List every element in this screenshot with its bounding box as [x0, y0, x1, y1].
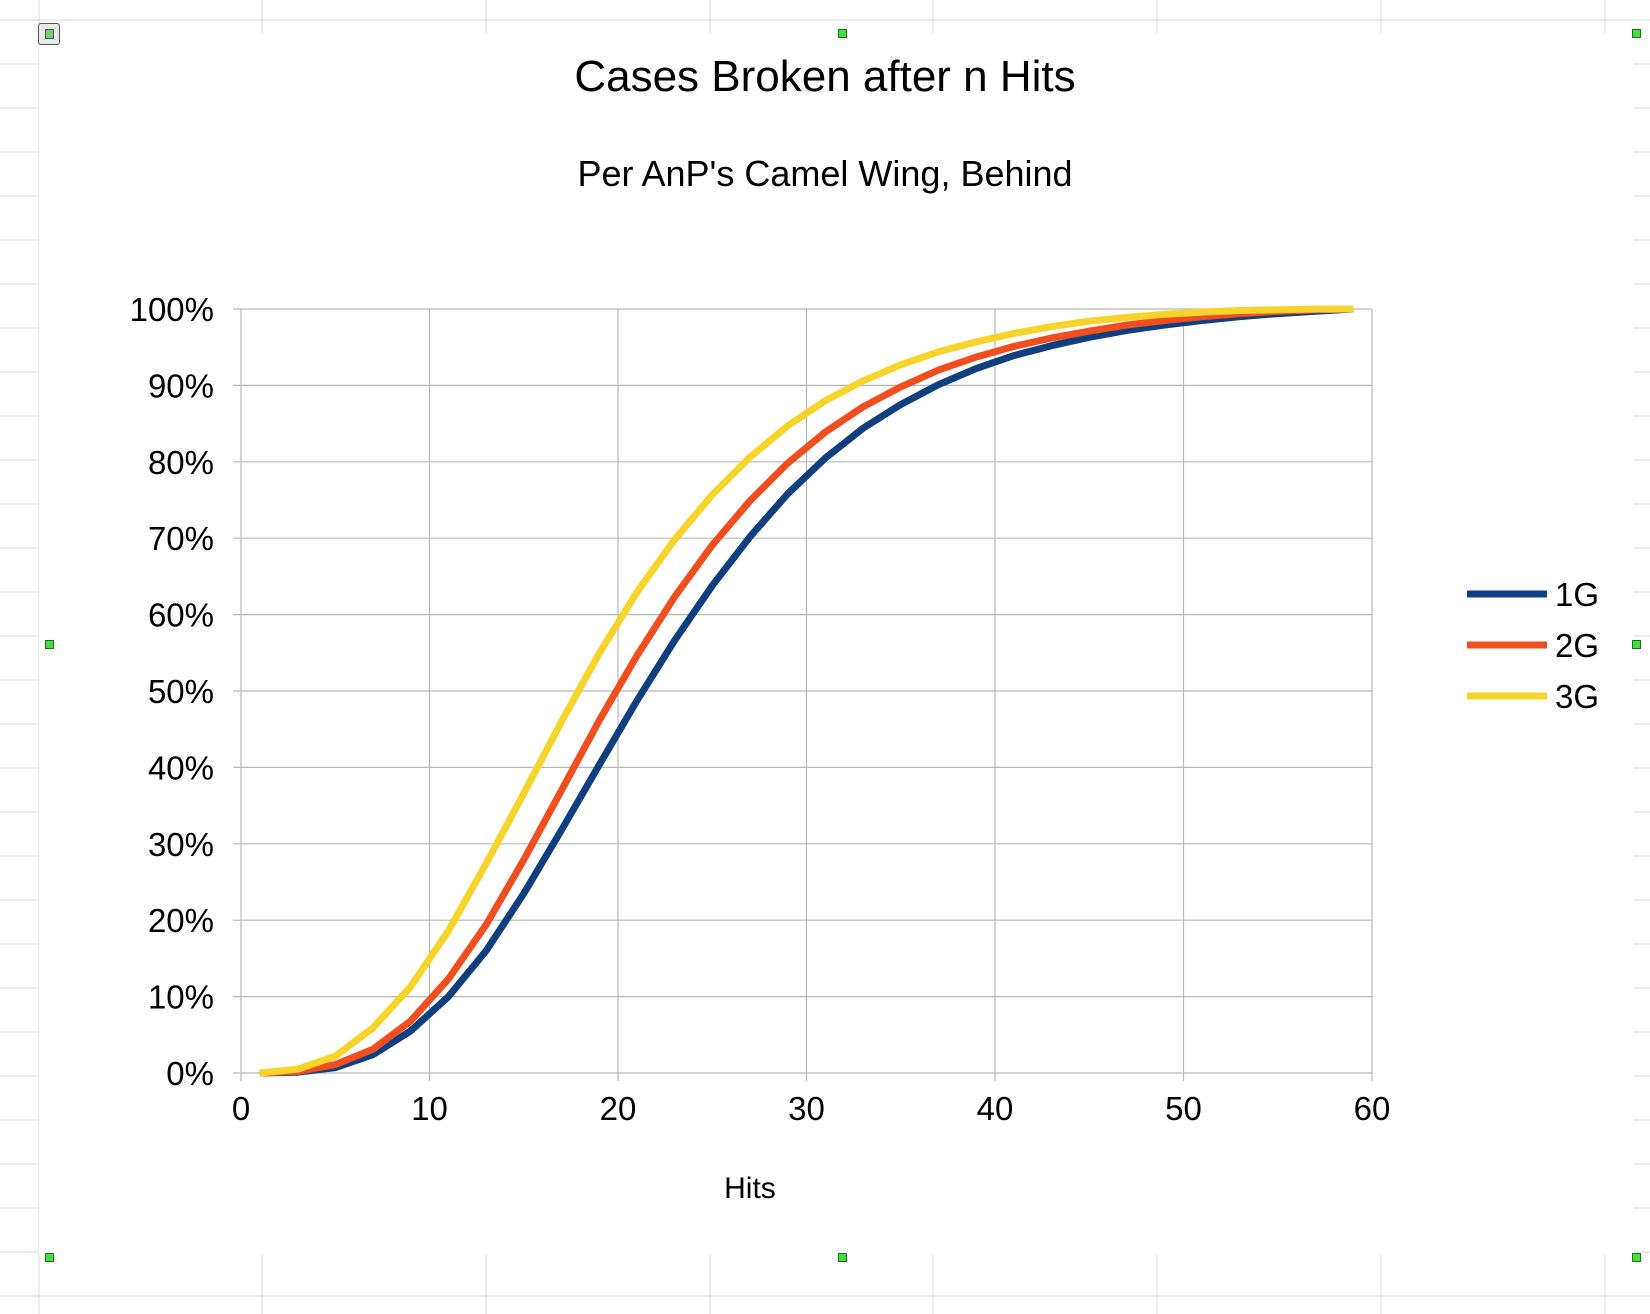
- y-tick-label: 100%: [130, 291, 214, 328]
- y-tick-label: 10%: [148, 979, 214, 1016]
- x-tick-label: 60: [1354, 1090, 1391, 1127]
- y-tick-label: 40%: [148, 749, 214, 786]
- selection-handle-bottom-left[interactable]: [45, 1253, 54, 1262]
- chart-title: Cases Broken after n Hits: [574, 52, 1076, 101]
- y-tick-label: 50%: [148, 673, 214, 710]
- y-tick-label: 20%: [148, 902, 214, 939]
- selection-handle-bottom-middle[interactable]: [838, 1253, 847, 1262]
- selection-handle-top-right[interactable]: [1632, 29, 1641, 38]
- series-line-1g: [259, 305, 1354, 1077]
- selection-handle-bottom-right[interactable]: [1632, 1253, 1641, 1262]
- x-tick-label: 0: [232, 1090, 250, 1127]
- series-line-2g: [259, 305, 1354, 1077]
- x-tick-label: 20: [600, 1090, 637, 1127]
- y-tick-label: 70%: [148, 520, 214, 557]
- legend-label-2g: 2G: [1555, 627, 1599, 664]
- x-axis-label: Hits: [724, 1172, 776, 1205]
- chart-container[interactable]: [39, 33, 1634, 1255]
- y-tick-label: 60%: [148, 597, 214, 634]
- selection-handle-middle-left[interactable]: [45, 640, 54, 649]
- x-tick-label: 50: [1165, 1090, 1202, 1127]
- legend-label-3g: 3G: [1555, 678, 1599, 715]
- selection-handle-middle-right[interactable]: [1632, 640, 1641, 649]
- x-tick-label: 40: [977, 1090, 1014, 1127]
- x-tick-label: 30: [788, 1090, 825, 1127]
- y-tick-label: 90%: [148, 367, 214, 404]
- series-line-3g: [259, 305, 1354, 1077]
- y-tick-label: 30%: [148, 826, 214, 863]
- x-tick-label: 10: [411, 1090, 448, 1127]
- anchor-icon[interactable]: [38, 23, 60, 45]
- selection-handle-top-middle[interactable]: [838, 29, 847, 38]
- chart-subtitle: Per AnP's Camel Wing, Behind: [577, 153, 1073, 194]
- legend-label-1g: 1G: [1555, 576, 1599, 613]
- y-tick-label: 80%: [148, 444, 214, 481]
- y-tick-label: 0%: [166, 1055, 214, 1092]
